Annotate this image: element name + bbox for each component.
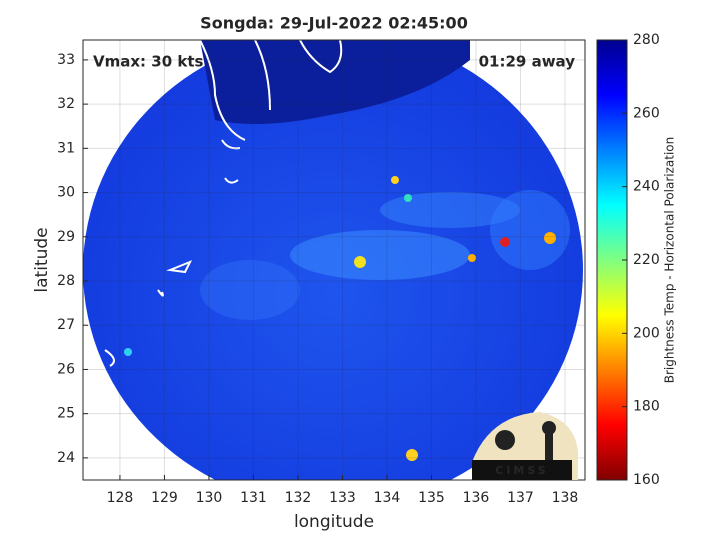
colorbar-label: Brightness Temp - Horizontal Polarizatio… [663, 137, 677, 384]
plot-frame [82, 39, 586, 481]
colorbar-tick-label: 240 [633, 179, 660, 195]
x-tick-label: 134 [374, 490, 401, 506]
logo-text: CIMSS [495, 464, 548, 477]
axes: 128 129 130 131 132 133 134 135 136 137 138 24 25 26 2… [57, 40, 585, 506]
x-tick-label: 129 [151, 490, 178, 506]
x-tick-label: 136 [463, 490, 490, 506]
y-tick-label: 31 [57, 140, 75, 156]
colorbar-tick-label: 220 [633, 252, 660, 268]
y-tick-label: 33 [57, 52, 75, 68]
chart-title: Songda: 29-Jul-2022 02:45:00 [200, 14, 468, 33]
y-axis-label: latitude [32, 227, 52, 292]
x-tick-label: 128 [107, 490, 134, 506]
colorbar-tick-label: 180 [633, 399, 660, 415]
x-tick-label: 133 [329, 490, 356, 506]
x-tick-label: 130 [196, 490, 223, 506]
y-tick-label: 28 [57, 273, 75, 289]
x-tick-label: 132 [285, 490, 312, 506]
y-tick-label: 30 [57, 185, 75, 201]
x-tick-label: 138 [552, 490, 579, 506]
y-tick-label: 24 [57, 450, 75, 466]
y-tick-label: 27 [57, 317, 75, 333]
y-tick-label: 26 [57, 361, 75, 377]
colorbar-tick-label: 200 [633, 325, 660, 341]
annotation: 01:29 away [479, 53, 576, 71]
colorbar-tick-label: 260 [633, 105, 660, 121]
x-tick-label: 137 [507, 490, 534, 506]
annotation: Vmax: 30 kts [93, 53, 203, 71]
x-tick-label: 135 [418, 490, 445, 506]
y-tick-label: 32 [57, 96, 75, 112]
logo: CIMSS [472, 412, 578, 480]
colorbar-tick-label: 280 [633, 32, 660, 48]
y-tick-label: 29 [57, 229, 75, 245]
x-tick-label: 131 [240, 490, 267, 506]
y-tick-label: 25 [57, 406, 75, 422]
colorbar-tick-label: 160 [633, 472, 660, 488]
x-axis-label: longitude [294, 512, 374, 532]
swath-image [83, 40, 583, 480]
